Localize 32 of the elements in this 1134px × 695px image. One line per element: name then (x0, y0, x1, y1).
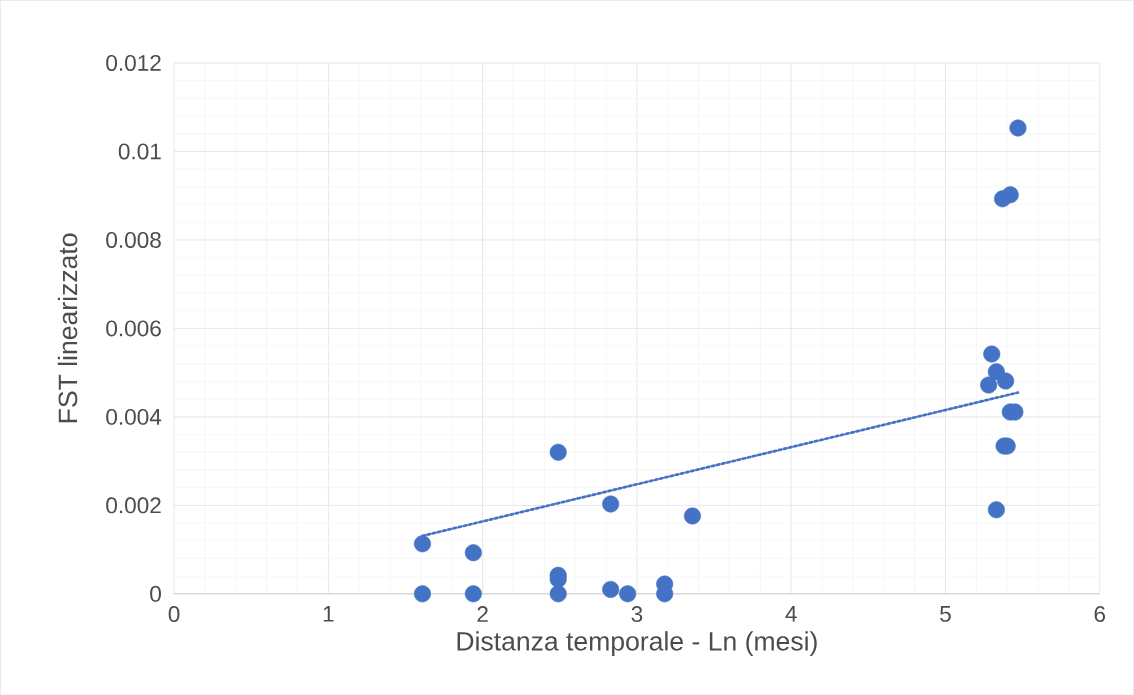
y-tick-label: 0.01 (118, 143, 161, 160)
point (983, 345, 1001, 363)
point (464, 585, 482, 603)
y-tick-label: 0.012 (106, 54, 161, 71)
point (602, 580, 620, 598)
point (987, 501, 1005, 519)
x-tick-label: 1 (323, 605, 334, 622)
y-tick-label: 0.006 (106, 320, 161, 337)
y-tick-label: 0.002 (106, 497, 161, 514)
y-axis-title: FST linearizzato (57, 233, 78, 422)
point (549, 585, 567, 603)
point (413, 535, 431, 553)
point (619, 585, 637, 603)
y-tick-label: 0 (150, 585, 161, 602)
x-axis-title: Distanza temporale - Ln (mesi) (457, 631, 817, 656)
x-tick-label: 6 (1094, 605, 1106, 622)
x-tick-label: 3 (631, 605, 643, 622)
point (1001, 186, 1019, 204)
point (602, 495, 620, 513)
y-tick-label: 0.008 (106, 231, 161, 248)
x-tick-label: 5 (940, 605, 951, 622)
point (997, 372, 1015, 390)
x-tick-label: 2 (477, 605, 488, 622)
point (1009, 119, 1027, 137)
point (980, 376, 998, 394)
y-tick-label: 0.004 (106, 408, 162, 425)
point (413, 585, 431, 603)
point (683, 507, 701, 525)
x-tick-label: 4 (785, 605, 797, 622)
point (549, 443, 567, 461)
point (464, 544, 482, 562)
x-tick-label: 0 (168, 605, 180, 622)
